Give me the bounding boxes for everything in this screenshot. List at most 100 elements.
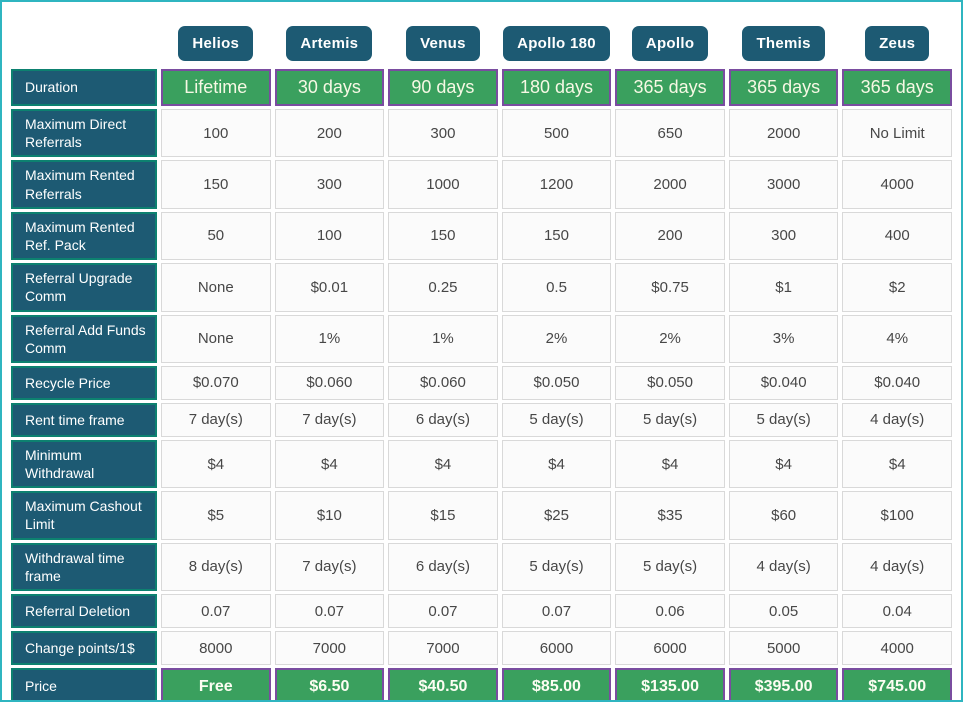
table-cell: 4 day(s)	[842, 402, 952, 437]
table-cell: 5 day(s)	[728, 402, 839, 437]
table-cell: $0.050	[615, 365, 725, 400]
table-cell: $4	[501, 439, 612, 489]
table-cell: $5	[161, 491, 271, 540]
table-cell: $40.50	[388, 668, 498, 700]
table-cell: 365 days	[615, 69, 725, 106]
table-cell: $4	[842, 439, 952, 489]
table-cell: None	[161, 314, 271, 363]
table-cell: Lifetime	[161, 69, 271, 106]
table-cell: 8 day(s)	[161, 542, 271, 591]
table-cell: 1%	[388, 314, 498, 363]
table-cell: No Limit	[842, 109, 952, 158]
table-cell: 90 days	[388, 69, 498, 106]
table-cell: 0.04	[842, 594, 952, 628]
row-header-referral-add-funds-comm: Referral Add Funds Comm	[11, 314, 157, 363]
plan-header-apollo[interactable]: Apollo	[631, 26, 709, 61]
table-cell: 5 day(s)	[615, 402, 725, 437]
table-cell: 4 day(s)	[842, 542, 952, 591]
table-cell: 180 days	[501, 69, 612, 106]
plan-header-row: Helios Artemis Venus Apollo 180 Apollo Themis…	[11, 26, 952, 61]
table-cell: 3%	[728, 314, 839, 363]
table-cell: 4%	[842, 314, 952, 363]
plan-header-helios[interactable]: Helios	[178, 26, 254, 61]
row-header-withdrawal-time-frame: Withdrawal time frame	[11, 542, 157, 591]
table-cell: $4	[161, 439, 271, 489]
table-cell: 365 days	[842, 69, 952, 106]
table-cell: 7000	[388, 631, 498, 665]
plan-header-themis[interactable]: Themis	[742, 26, 825, 61]
table-cell: 2%	[615, 314, 725, 363]
table-cell: 650	[615, 109, 725, 158]
table-cell: 3000	[728, 160, 839, 209]
table-cell: $135.00	[615, 668, 725, 700]
row-header-maximum-rented-ref-pack: Maximum Rented Ref. Pack	[11, 211, 157, 261]
pricing-table: Duration Lifetime 30 days 90 days 180 days 36…	[11, 69, 952, 700]
table-cell: 2%	[501, 314, 612, 363]
row-header-recycle-price: Recycle Price	[11, 365, 157, 400]
table-cell: $4	[615, 439, 725, 489]
plan-header-artemis[interactable]: Artemis	[286, 26, 373, 61]
table-cell: 6 day(s)	[388, 402, 498, 437]
table-cell: 0.06	[615, 594, 725, 628]
row-header-maximum-cashout-limit: Maximum Cashout Limit	[11, 491, 157, 540]
table-cell: 6000	[615, 631, 725, 665]
row-header-referral-upgrade-comm: Referral Upgrade Comm	[11, 263, 157, 312]
row-header-rent-time-frame: Rent time frame	[11, 402, 157, 437]
table-cell: 0.07	[161, 594, 271, 628]
table-cell: $6.50	[274, 668, 385, 700]
table-cell: $0.01	[274, 263, 385, 312]
table-cell: 4 day(s)	[728, 542, 839, 591]
row-header-referral-deletion: Referral Deletion	[11, 594, 157, 628]
table-cell: $15	[388, 491, 498, 540]
table-cell: 1200	[501, 160, 612, 209]
table-cell: $0.040	[842, 365, 952, 400]
table-cell: $60	[728, 491, 839, 540]
table-cell: $0.070	[161, 365, 271, 400]
table-cell: 5000	[728, 631, 839, 665]
table-cell: 1%	[274, 314, 385, 363]
table-cell: $0.060	[388, 365, 498, 400]
table-cell: 300	[274, 160, 385, 209]
table-cell: $25	[501, 491, 612, 540]
row-header-change-points-1-: Change points/1$	[11, 631, 157, 665]
table-cell: 150	[161, 160, 271, 209]
table-cell: 0.07	[388, 594, 498, 628]
plan-header-venus[interactable]: Venus	[406, 26, 480, 61]
table-cell: 150	[388, 211, 498, 261]
row-header-duration: Duration	[11, 69, 157, 106]
table-cell: $85.00	[501, 668, 612, 700]
table-cell: 0.07	[501, 594, 612, 628]
table-cell: 300	[728, 211, 839, 261]
table-cell: 400	[842, 211, 952, 261]
table-cell: 200	[615, 211, 725, 261]
row-header-price: Price	[11, 668, 157, 700]
row-header-maximum-direct-referrals: Maximum Direct Referrals	[11, 109, 157, 158]
table-cell: 150	[501, 211, 612, 261]
table-cell: 2000	[615, 160, 725, 209]
table-cell: $1	[728, 263, 839, 312]
table-cell: $100	[842, 491, 952, 540]
table-cell: 7 day(s)	[161, 402, 271, 437]
table-cell: 100	[161, 109, 271, 158]
table-cell: 5 day(s)	[501, 542, 612, 591]
table-cell: 365 days	[728, 69, 839, 106]
table-cell: 6 day(s)	[388, 542, 498, 591]
table-cell: 4000	[842, 631, 952, 665]
table-cell: $2	[842, 263, 952, 312]
table-cell: $0.75	[615, 263, 725, 312]
table-cell: 7 day(s)	[274, 542, 385, 591]
plan-header-apollo-180[interactable]: Apollo 180	[503, 26, 610, 61]
table-cell: $745.00	[842, 668, 952, 700]
table-cell: 100	[274, 211, 385, 261]
table-cell: $35	[615, 491, 725, 540]
plan-header-zeus[interactable]: Zeus	[865, 26, 930, 61]
table-cell: 0.25	[388, 263, 498, 312]
table-cell: 300	[388, 109, 498, 158]
table-cell: 7 day(s)	[274, 402, 385, 437]
table-cell: $0.050	[501, 365, 612, 400]
table-cell: 4000	[842, 160, 952, 209]
row-header-minimum-withdrawal: Minimum Withdrawal	[11, 439, 157, 489]
table-cell: 6000	[501, 631, 612, 665]
table-cell: 200	[274, 109, 385, 158]
